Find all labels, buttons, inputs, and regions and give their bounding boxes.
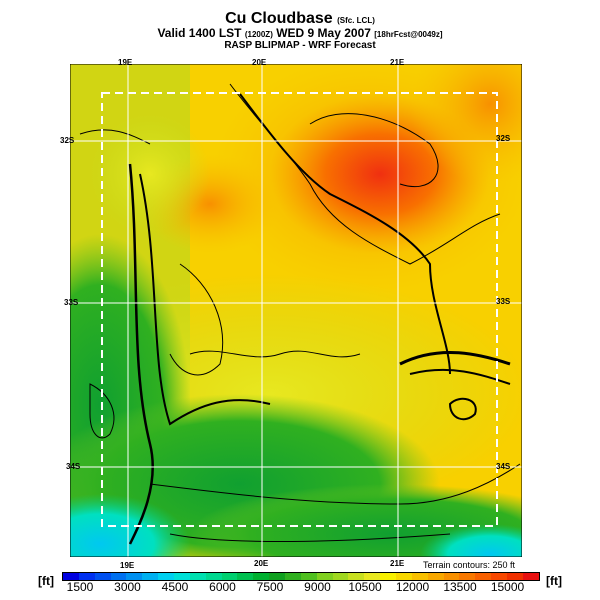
colorbar-swatch	[396, 573, 412, 580]
colorbar	[62, 572, 540, 581]
colorbar-swatch	[253, 573, 270, 580]
lon-label-bottom: 21E	[390, 559, 405, 568]
colorbar-unit-left: [ft]	[38, 574, 54, 588]
lat-label-left: 34S	[66, 462, 81, 471]
colorbar-tick-label: 1500	[66, 580, 94, 594]
colorbar-tick-label: 13500	[443, 580, 477, 594]
lat-label-right: 32S	[496, 134, 511, 143]
colorbar-swatch	[189, 573, 206, 580]
colorbar-swatch	[522, 573, 539, 580]
inner-domain-box	[101, 92, 498, 527]
colorbar-swatch	[237, 573, 254, 580]
colorbar-swatch	[332, 573, 349, 580]
colorbar-swatch	[459, 573, 476, 580]
terrain-contours	[79, 83, 521, 545]
lat-lon-grid	[70, 64, 522, 557]
colorbar-swatch	[158, 573, 175, 580]
colorbar-swatch	[205, 573, 222, 580]
colorbar-tick-label: 9000	[304, 580, 331, 594]
colorbar-tick-label: 7500	[256, 580, 284, 594]
colorbar-swatch	[427, 573, 444, 580]
colorbar-swatch	[63, 573, 79, 580]
colorbar-swatch	[94, 573, 111, 580]
colorbar-unit-right: [ft]	[546, 574, 562, 588]
colorbar-swatch	[443, 573, 460, 580]
colorbar-swatch	[348, 573, 365, 580]
cloudbase-map	[70, 64, 522, 557]
colorbar-tick-label: 10500	[348, 580, 382, 594]
lon-label-top: 19E	[118, 58, 133, 67]
terrain-contour-note: Terrain contours: 250 ft	[423, 560, 516, 570]
lat-label-right: 34S	[496, 462, 511, 471]
colorbar-swatch	[475, 573, 492, 580]
lon-label-bottom: 20E	[254, 559, 269, 568]
colorbar-swatch	[110, 573, 127, 580]
colorbar-swatch	[300, 573, 317, 580]
lon-label-top: 21E	[390, 58, 405, 67]
colorbar-tick-label: 6000	[209, 580, 236, 594]
lon-label-bottom: 19E	[120, 561, 135, 570]
colorbar-swatch	[269, 573, 286, 580]
lat-label-left: 32S	[60, 136, 75, 145]
colorbar-swatch	[364, 573, 381, 580]
colorbar-swatch	[380, 573, 397, 580]
colorbar-swatch	[126, 573, 143, 580]
colorbar-swatch	[316, 573, 333, 580]
colorbar-swatch	[174, 573, 190, 580]
colorbar-swatch	[507, 573, 523, 580]
colorbar-tick-label: 4500	[161, 580, 189, 594]
chart-title: Cu Cloudbase (Sfc. LCL)	[225, 10, 375, 27]
colorbar-tick-label: 3000	[114, 580, 141, 594]
colorbar-swatch	[78, 573, 95, 580]
lat-label-left: 33S	[64, 298, 79, 307]
subtitle: RASP BLIPMAP - WRF Forecast	[224, 40, 376, 51]
colorbar-swatch	[285, 573, 301, 580]
colorbar-swatch	[221, 573, 238, 580]
colorbar-swatch	[491, 573, 508, 580]
lat-label-right: 33S	[496, 297, 511, 306]
lon-label-top: 20E	[252, 58, 267, 67]
colorbar-swatch	[411, 573, 428, 580]
colorbar-tick-label: 12000	[395, 580, 430, 594]
valid-time: Valid 1400 LST (1200Z) WED 9 May 2007 [1…	[157, 26, 443, 40]
colorbar-tick-label: 15000	[490, 580, 525, 594]
colorbar-swatch	[142, 573, 159, 580]
